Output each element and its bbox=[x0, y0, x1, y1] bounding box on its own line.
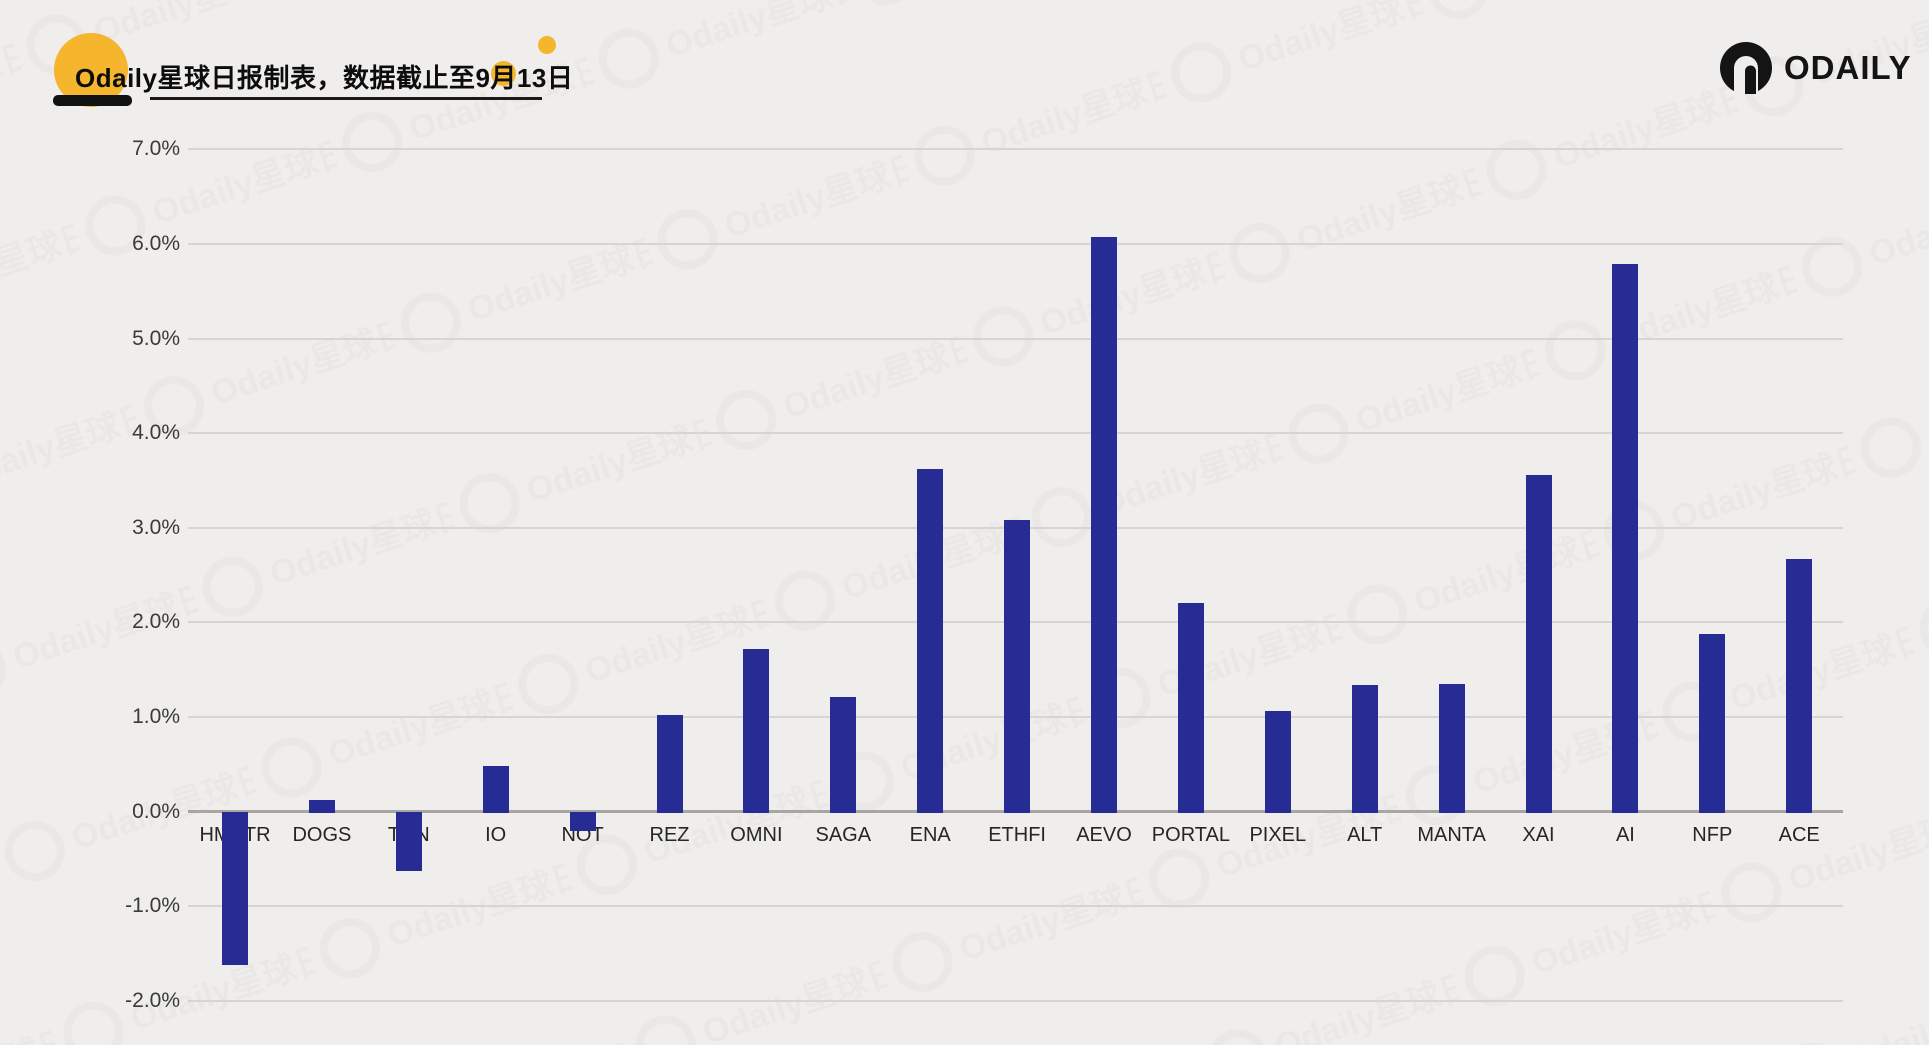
gridline-7.0% bbox=[188, 148, 1843, 151]
xlabel-DOGS: DOGS bbox=[292, 824, 352, 846]
gridline--1.0% bbox=[188, 905, 1843, 908]
xlabel-ALT: ALT bbox=[1347, 824, 1383, 846]
ytick-label-3.0%: 3.0% bbox=[132, 515, 180, 539]
bar-AEVO bbox=[1091, 237, 1117, 813]
bar-ENA bbox=[917, 469, 944, 813]
bar-NOT bbox=[569, 811, 596, 832]
bar-PORTAL bbox=[1177, 603, 1204, 813]
bar-ETHFI bbox=[1004, 520, 1031, 813]
ytick-label-1.0%: 1.0% bbox=[132, 704, 180, 728]
ytick-label-5.0%: 5.0% bbox=[132, 326, 180, 350]
xlabel-ETHFI: ETHFI bbox=[988, 824, 1046, 846]
xlabel-OMNI: OMNI bbox=[730, 824, 783, 846]
title-accent-highlight bbox=[491, 61, 516, 86]
ytick-label-7.0%: 7.0% bbox=[132, 137, 180, 161]
xlabel-XAI: XAI bbox=[1522, 824, 1555, 846]
bar-HMSTR bbox=[222, 811, 248, 965]
bar-DOGS bbox=[308, 800, 335, 813]
xlabel-ACE: ACE bbox=[1778, 824, 1820, 846]
bar-ALT bbox=[1351, 684, 1378, 813]
title-accent-dot bbox=[538, 36, 556, 54]
bar-NFP bbox=[1699, 633, 1726, 813]
odaily-logo-icon bbox=[1720, 42, 1772, 94]
xlabel-PIXEL: PIXEL bbox=[1249, 824, 1307, 846]
bar-MANTA bbox=[1438, 683, 1465, 813]
bar-SAGA bbox=[830, 697, 857, 813]
gridline--2.0% bbox=[188, 999, 1843, 1002]
bar-IO bbox=[482, 766, 509, 813]
ytick-label--2.0%: -2.0% bbox=[125, 988, 180, 1012]
xlabel-PORTAL: PORTAL bbox=[1151, 824, 1230, 846]
xlabel-AI: AI bbox=[1615, 824, 1635, 846]
xlabel-IO: IO bbox=[485, 824, 507, 846]
ytick-label-4.0%: 4.0% bbox=[132, 421, 180, 445]
gridline-4.0% bbox=[188, 432, 1843, 435]
ytick-label-2.0%: 2.0% bbox=[132, 610, 180, 634]
bar-PIXEL bbox=[1264, 711, 1291, 813]
xlabel-MANTA: MANTA bbox=[1417, 824, 1486, 846]
xlabel-AEVO: AEVO bbox=[1076, 824, 1132, 846]
gridline-6.0% bbox=[188, 242, 1843, 245]
xlabel-NFP: NFP bbox=[1692, 824, 1733, 846]
title-accent-circle bbox=[54, 33, 128, 107]
page-title: Odaily星球日报制表，数据截止至9月13日 bbox=[75, 63, 574, 93]
brand-logo: ODAILY bbox=[1718, 40, 1912, 96]
bar-ACE bbox=[1786, 558, 1813, 813]
ytick-label-6.0%: 6.0% bbox=[132, 231, 180, 255]
bar-OMNI bbox=[743, 648, 770, 813]
ytick-label-0.0%: 0.0% bbox=[132, 799, 180, 823]
bar-AI bbox=[1612, 263, 1639, 813]
title-underline-thin bbox=[150, 97, 542, 100]
xlabel-ENA: ENA bbox=[909, 824, 951, 846]
xlabel-SAGA: SAGA bbox=[815, 824, 872, 846]
title-underline-thick bbox=[53, 95, 132, 106]
ytick-label--1.0%: -1.0% bbox=[125, 894, 180, 918]
gridline-5.0% bbox=[188, 337, 1843, 340]
brand-name: ODAILY bbox=[1784, 49, 1912, 86]
bar-TON bbox=[395, 811, 422, 872]
bar-REZ bbox=[656, 715, 683, 813]
xlabel-REZ: REZ bbox=[649, 824, 690, 846]
bar-XAI bbox=[1525, 474, 1552, 813]
